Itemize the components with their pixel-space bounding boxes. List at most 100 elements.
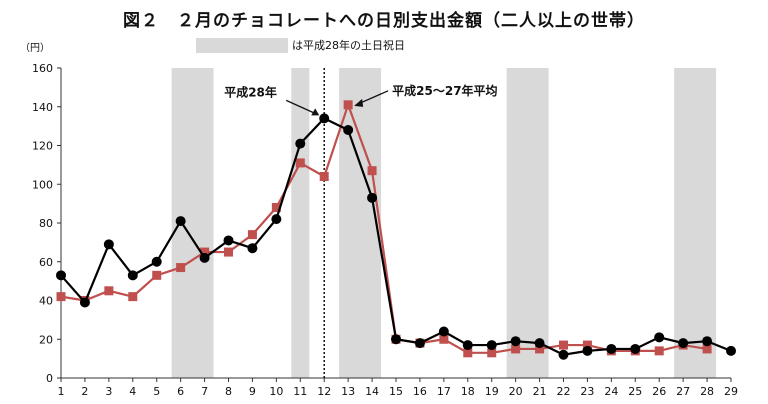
- x-tick-label: 13: [341, 385, 355, 398]
- x-tick-label: 28: [700, 385, 714, 398]
- series-1-point: [414, 338, 425, 349]
- x-tick-label: 4: [129, 385, 136, 398]
- series-2-point: [463, 348, 473, 358]
- x-tick-label: 9: [249, 385, 256, 398]
- x-tick-label: 16: [413, 385, 427, 398]
- y-tick-label: 160: [32, 62, 53, 75]
- legend-shading-label: は平成28年の土日祝日: [292, 39, 405, 52]
- series-1-point: [175, 216, 186, 227]
- series-line-2: [60, 101, 708, 354]
- series-1-point: [319, 113, 330, 124]
- y-axis-unit: （円）: [20, 43, 50, 54]
- series-1-point: [486, 340, 497, 351]
- series-1-point: [367, 192, 378, 203]
- series-1-point: [726, 345, 736, 356]
- x-tick-label: 3: [105, 385, 112, 398]
- chart-title: 図２ ２月のチョコレートへの日別支出金額（二人以上の世帯）: [123, 11, 645, 31]
- x-tick-label: 22: [557, 385, 571, 398]
- series-2-point: [487, 348, 497, 358]
- x-tick-label: 14: [365, 385, 379, 398]
- series-2-point: [319, 172, 329, 181]
- series-2-point: [176, 263, 186, 273]
- y-tick-label: 20: [39, 333, 53, 346]
- series-2-point: [295, 158, 305, 168]
- series-1-point: [391, 334, 401, 345]
- series-1-point: [438, 326, 449, 337]
- series-1-point: [582, 345, 593, 356]
- series-1-point: [79, 297, 90, 308]
- series-2-point: [271, 203, 281, 212]
- y-tick-label: 60: [39, 256, 53, 269]
- series-2-point: [559, 340, 568, 350]
- x-tick-label: 12: [317, 385, 331, 398]
- annotation-label-avg: 平成25～27年平均: [392, 83, 497, 98]
- x-tick-label: 1: [58, 385, 65, 398]
- x-tick-label: 2: [81, 385, 88, 398]
- series-1-point: [151, 256, 162, 267]
- y-tick-label: 140: [32, 101, 53, 114]
- x-tick-label: 24: [604, 385, 618, 398]
- x-tick-label: 11: [293, 385, 307, 398]
- series-2-point: [702, 344, 712, 354]
- x-tick-label: 29: [724, 385, 738, 398]
- x-tick-label: 21: [533, 385, 547, 398]
- y-tick-label: 0: [46, 372, 53, 385]
- y-tick-label: 100: [32, 178, 53, 191]
- x-tick-label: 17: [437, 385, 451, 398]
- series-1-point: [247, 243, 258, 254]
- series-2-point: [128, 292, 138, 302]
- series-1-point: [630, 343, 641, 354]
- x-tick-label: 7: [201, 385, 208, 398]
- shaded-band-4: [506, 68, 549, 378]
- series-2-point: [654, 346, 664, 356]
- series-2-point: [343, 100, 353, 110]
- x-tick-label: 18: [461, 385, 475, 398]
- shaded-band-5: [674, 68, 717, 378]
- series-2-point: [439, 334, 449, 344]
- series-1-point: [462, 340, 473, 351]
- x-tick-label: 8: [225, 385, 232, 398]
- series-1-point: [606, 343, 617, 354]
- y-tick-label: 120: [32, 140, 53, 153]
- series-1-point: [702, 336, 713, 347]
- series-2-point: [582, 340, 592, 350]
- y-tick-label: 80: [39, 217, 53, 230]
- legend-shading-swatch: [196, 38, 288, 53]
- series-1-point: [343, 125, 354, 135]
- series-2-point: [104, 286, 114, 296]
- annotation-label-h28: 平成28年: [224, 84, 277, 99]
- annotation-arrow-h28: [285, 99, 318, 115]
- series-1-point: [223, 235, 234, 246]
- series-1-point: [199, 252, 210, 263]
- x-tick-label: 25: [628, 385, 642, 398]
- annotation-arrowhead-avg: [354, 98, 364, 107]
- shaded-band-3: [339, 68, 382, 378]
- series-2-point: [247, 230, 257, 240]
- x-tick-label: 6: [177, 385, 184, 398]
- series-1-point: [127, 270, 138, 281]
- series-1-point: [103, 239, 114, 250]
- x-tick-label: 23: [580, 385, 594, 398]
- x-tick-label: 15: [389, 385, 403, 398]
- series-1-point: [295, 138, 306, 149]
- series-1-point: [56, 270, 66, 281]
- x-tick-label: 19: [485, 385, 499, 398]
- series-2-point: [535, 344, 545, 354]
- series-1-point: [654, 332, 665, 343]
- series-line-1: [60, 117, 732, 356]
- series-2-point: [56, 292, 66, 302]
- series-2-point: [511, 344, 521, 354]
- x-tick-label: 26: [652, 385, 666, 398]
- x-tick-label: 5: [153, 385, 160, 398]
- series-1-point: [534, 338, 545, 349]
- annotation-arrowhead-h28: [311, 108, 320, 116]
- series-1-point: [678, 338, 689, 349]
- x-tick-label: 10: [269, 385, 283, 398]
- series-1-point: [271, 214, 282, 225]
- y-tick-label: 40: [39, 295, 53, 308]
- series-2-point: [152, 270, 162, 280]
- x-tick-label: 20: [509, 385, 523, 398]
- x-tick-label: 27: [676, 385, 690, 398]
- series-2-point: [367, 166, 377, 176]
